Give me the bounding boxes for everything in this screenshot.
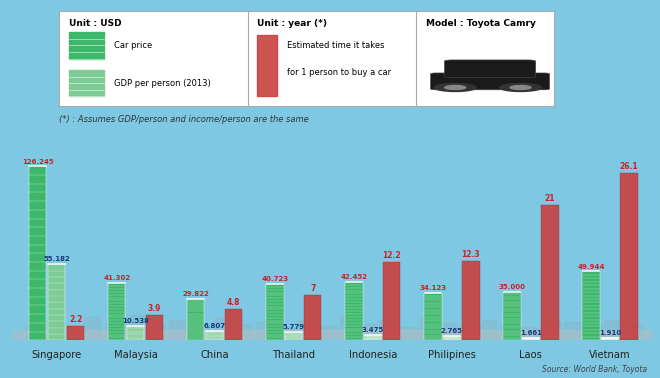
Text: 41.302: 41.302 bbox=[103, 276, 130, 282]
Bar bbox=[69, 32, 104, 59]
Bar bbox=[206, 331, 224, 340]
Bar bbox=[624, 324, 642, 340]
Bar bbox=[503, 292, 521, 340]
FancyBboxPatch shape bbox=[445, 60, 536, 78]
Bar bbox=[564, 322, 580, 340]
Text: 7: 7 bbox=[310, 284, 315, 293]
Circle shape bbox=[434, 84, 476, 91]
Bar bbox=[364, 335, 381, 340]
Bar bbox=[237, 324, 251, 340]
Bar bbox=[317, 325, 337, 340]
Text: Unit : year (*): Unit : year (*) bbox=[257, 19, 327, 28]
Bar bbox=[214, 318, 232, 340]
Bar bbox=[187, 299, 205, 340]
Bar bbox=[304, 295, 321, 340]
Text: Source: World Bank, Toyota: Source: World Bank, Toyota bbox=[542, 365, 647, 374]
Text: 40.723: 40.723 bbox=[261, 276, 288, 282]
Text: 2.2: 2.2 bbox=[69, 315, 82, 324]
Bar bbox=[501, 324, 518, 340]
Bar bbox=[585, 325, 602, 340]
Text: 49.944: 49.944 bbox=[578, 263, 605, 270]
Bar bbox=[277, 327, 294, 340]
Bar bbox=[620, 172, 638, 340]
Text: 5.779: 5.779 bbox=[282, 324, 305, 330]
Bar bbox=[298, 320, 314, 340]
Text: 34.123: 34.123 bbox=[419, 285, 446, 291]
Text: 3.475: 3.475 bbox=[362, 327, 384, 333]
Bar bbox=[521, 327, 537, 340]
Bar bbox=[189, 327, 209, 340]
Bar bbox=[358, 324, 376, 340]
Bar bbox=[601, 338, 618, 340]
Bar bbox=[541, 205, 558, 340]
Text: 26.1: 26.1 bbox=[620, 162, 638, 170]
Bar bbox=[257, 35, 277, 96]
Text: 35.000: 35.000 bbox=[498, 284, 525, 290]
Text: 1.661: 1.661 bbox=[520, 330, 542, 336]
Bar bbox=[84, 317, 100, 340]
Bar bbox=[256, 322, 272, 340]
Bar bbox=[13, 330, 653, 340]
Bar bbox=[225, 309, 242, 340]
Text: 3.9: 3.9 bbox=[148, 304, 161, 313]
Circle shape bbox=[510, 85, 531, 90]
Bar bbox=[25, 327, 45, 340]
Text: 42.452: 42.452 bbox=[341, 274, 368, 280]
Bar bbox=[420, 318, 436, 340]
Circle shape bbox=[500, 84, 541, 91]
Bar bbox=[285, 332, 302, 340]
Bar bbox=[48, 264, 65, 340]
Text: 21: 21 bbox=[544, 194, 555, 203]
Bar bbox=[443, 336, 461, 340]
Bar bbox=[482, 320, 496, 340]
Text: for 1 person to buy a car: for 1 person to buy a car bbox=[287, 68, 391, 77]
Bar bbox=[383, 262, 401, 340]
Bar bbox=[462, 261, 480, 340]
Text: GDP per person (2013): GDP per person (2013) bbox=[114, 79, 211, 88]
Bar bbox=[127, 326, 145, 340]
Circle shape bbox=[445, 85, 465, 90]
Bar bbox=[66, 329, 81, 340]
Bar bbox=[440, 323, 457, 340]
Bar bbox=[129, 314, 144, 340]
Text: Estimated time it takes: Estimated time it takes bbox=[287, 41, 385, 50]
Bar bbox=[582, 271, 600, 340]
Text: (*) : Assumes GDP/person and income/person are the same: (*) : Assumes GDP/person and income/pers… bbox=[59, 115, 309, 124]
Bar bbox=[604, 320, 618, 340]
Text: 10.538: 10.538 bbox=[122, 318, 149, 324]
Bar bbox=[69, 70, 104, 96]
Text: 29.822: 29.822 bbox=[182, 291, 209, 297]
Text: Car price: Car price bbox=[114, 41, 152, 50]
Bar bbox=[108, 284, 125, 340]
Bar bbox=[45, 320, 62, 340]
Text: Unit : USD: Unit : USD bbox=[69, 19, 122, 28]
Text: 12.2: 12.2 bbox=[383, 251, 401, 260]
Text: 126.245: 126.245 bbox=[22, 158, 53, 164]
Bar bbox=[424, 293, 442, 340]
Bar bbox=[67, 326, 84, 340]
Bar bbox=[169, 321, 185, 340]
Bar bbox=[401, 327, 418, 340]
Text: 1.910: 1.910 bbox=[599, 330, 621, 336]
Text: 55.182: 55.182 bbox=[44, 256, 70, 262]
Bar bbox=[266, 284, 284, 340]
Text: 12.3: 12.3 bbox=[461, 250, 480, 259]
Text: 2.765: 2.765 bbox=[441, 328, 463, 335]
Text: 6.807: 6.807 bbox=[204, 323, 226, 329]
FancyBboxPatch shape bbox=[430, 73, 549, 90]
Bar bbox=[460, 325, 480, 340]
Text: 4.8: 4.8 bbox=[227, 299, 240, 307]
Bar bbox=[29, 166, 46, 340]
Bar bbox=[148, 325, 165, 340]
Bar bbox=[146, 315, 164, 340]
Text: Model : Toyota Camry: Model : Toyota Camry bbox=[426, 19, 535, 28]
Bar bbox=[106, 324, 125, 340]
Bar bbox=[379, 321, 395, 340]
Bar bbox=[340, 316, 354, 340]
Bar bbox=[522, 338, 540, 340]
Bar bbox=[345, 282, 362, 340]
Bar bbox=[543, 317, 560, 340]
